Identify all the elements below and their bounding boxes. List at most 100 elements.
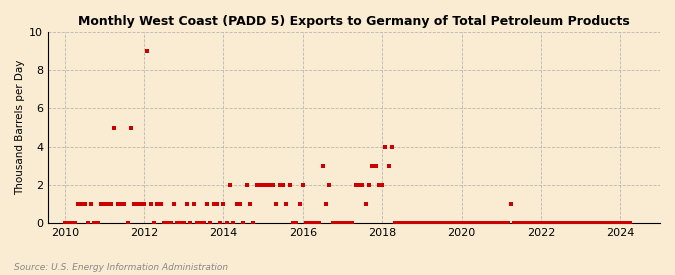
Point (238, 221, 248, 225)
Point (483, 221, 493, 225)
Point (228, 221, 239, 225)
Point (460, 221, 470, 225)
Point (443, 221, 454, 225)
Point (568, 221, 579, 225)
Point (334, 221, 345, 225)
Point (251, 183, 262, 187)
Point (129, 202, 140, 206)
Point (340, 221, 351, 225)
Point (215, 221, 225, 225)
Point (496, 221, 507, 225)
Point (86, 202, 97, 206)
Point (535, 221, 546, 225)
Point (360, 202, 371, 206)
Point (254, 183, 265, 187)
Point (612, 221, 622, 225)
Point (383, 164, 394, 168)
Point (112, 202, 123, 206)
Point (601, 221, 612, 225)
Point (284, 183, 295, 187)
Point (258, 183, 269, 187)
Point (615, 221, 626, 225)
Point (456, 221, 467, 225)
Point (132, 202, 143, 206)
Point (420, 221, 431, 225)
Point (549, 221, 560, 225)
Point (357, 183, 368, 187)
Point (208, 202, 219, 206)
Point (232, 202, 242, 206)
Point (99, 202, 110, 206)
Point (493, 221, 504, 225)
Point (265, 183, 275, 187)
Point (403, 221, 414, 225)
Point (512, 221, 523, 225)
Point (622, 221, 632, 225)
Point (63, 221, 74, 225)
Point (565, 221, 576, 225)
Point (165, 221, 176, 225)
Point (291, 221, 302, 225)
Point (327, 221, 338, 225)
Point (364, 183, 375, 187)
Point (559, 221, 570, 225)
Point (539, 221, 549, 225)
Point (281, 202, 292, 206)
Point (221, 221, 232, 225)
Point (115, 202, 126, 206)
Point (377, 183, 387, 187)
Point (109, 125, 119, 130)
Point (70, 221, 80, 225)
Point (552, 221, 563, 225)
Point (592, 221, 603, 225)
Point (589, 221, 599, 225)
Point (562, 221, 573, 225)
Point (211, 202, 222, 206)
Point (103, 202, 113, 206)
Point (261, 183, 272, 187)
Point (178, 221, 189, 225)
Point (148, 221, 159, 225)
Point (82, 221, 93, 225)
Point (556, 221, 566, 225)
Point (96, 202, 107, 206)
Point (331, 221, 342, 225)
Point (126, 125, 136, 130)
Point (413, 221, 424, 225)
Point (578, 221, 589, 225)
Point (516, 221, 526, 225)
Point (155, 202, 166, 206)
Point (182, 202, 192, 206)
Point (373, 183, 384, 187)
Point (317, 164, 328, 168)
Point (171, 221, 182, 225)
Point (533, 221, 543, 225)
Point (169, 202, 180, 206)
Point (618, 221, 629, 225)
Point (466, 221, 477, 225)
Point (268, 183, 279, 187)
Point (92, 221, 103, 225)
Text: Source: U.S. Energy Information Administration: Source: U.S. Energy Information Administ… (14, 263, 227, 272)
Point (354, 183, 364, 187)
Point (175, 221, 186, 225)
Point (486, 221, 497, 225)
Point (387, 144, 398, 149)
Point (350, 183, 361, 187)
Point (314, 221, 325, 225)
Point (453, 221, 464, 225)
Title: Monthly West Coast (PADD 5) Exports to Germany of Total Petroleum Products: Monthly West Coast (PADD 5) Exports to G… (78, 15, 630, 28)
Point (159, 221, 169, 225)
Point (274, 183, 285, 187)
Point (406, 221, 417, 225)
Point (192, 221, 202, 225)
Point (76, 202, 86, 206)
Point (400, 221, 410, 225)
Point (436, 221, 447, 225)
Point (244, 202, 255, 206)
Point (72, 202, 83, 206)
Point (347, 221, 358, 225)
Point (105, 202, 116, 206)
Point (529, 221, 540, 225)
Point (298, 183, 308, 187)
